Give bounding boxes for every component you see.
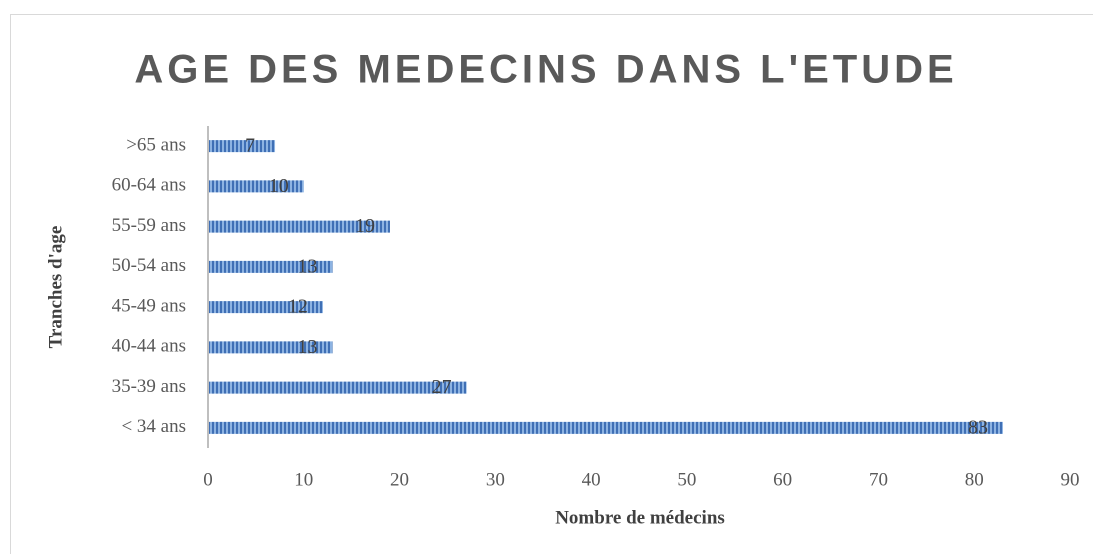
data-label: 83: [968, 416, 988, 438]
data-label: 13: [298, 336, 318, 358]
y-tick-label: 60-64 ans: [112, 175, 186, 196]
bar: [208, 220, 390, 233]
bar: [208, 180, 304, 193]
x-tick-label: 80: [965, 469, 984, 490]
y-axis-title: Tranches d'age: [45, 226, 66, 349]
y-tick-label: 40-44 ans: [112, 336, 186, 357]
y-tick-label: >65 ans: [126, 134, 186, 155]
bar: [208, 140, 276, 153]
data-label: 10: [269, 175, 289, 197]
y-tick-label: < 34 ans: [121, 416, 186, 437]
x-tick-label: 0: [203, 469, 213, 490]
x-tick-label: 60: [773, 469, 792, 490]
data-label: 27: [432, 376, 452, 398]
bar: [208, 381, 467, 394]
data-label: 13: [298, 255, 318, 277]
y-tick-label: 45-49 ans: [112, 295, 186, 316]
y-tick-label: 35-39 ans: [112, 376, 186, 397]
y-tick-label: 50-54 ans: [112, 255, 186, 276]
x-tick-label: 20: [390, 469, 409, 490]
bar: [208, 421, 1003, 434]
bar: [208, 260, 333, 273]
y-tick-label: 55-59 ans: [112, 215, 186, 236]
chart-title: AGE DES MEDECINS DANS L'ETUDE: [134, 48, 957, 92]
x-axis-title: Nombre de médecins: [555, 507, 725, 528]
bar: [208, 301, 323, 314]
bar: [208, 341, 333, 354]
x-tick-label: 30: [486, 469, 505, 490]
x-tick-label: 90: [1061, 469, 1080, 490]
data-label: 12: [288, 296, 308, 318]
x-tick-label: 40: [582, 469, 601, 490]
chart-border: [10, 14, 1093, 554]
data-label: 19: [355, 215, 375, 237]
x-tick-label: 10: [294, 469, 313, 490]
x-tick-label: 50: [677, 469, 696, 490]
x-tick-label: 70: [869, 469, 888, 490]
data-label: 7: [245, 135, 255, 157]
